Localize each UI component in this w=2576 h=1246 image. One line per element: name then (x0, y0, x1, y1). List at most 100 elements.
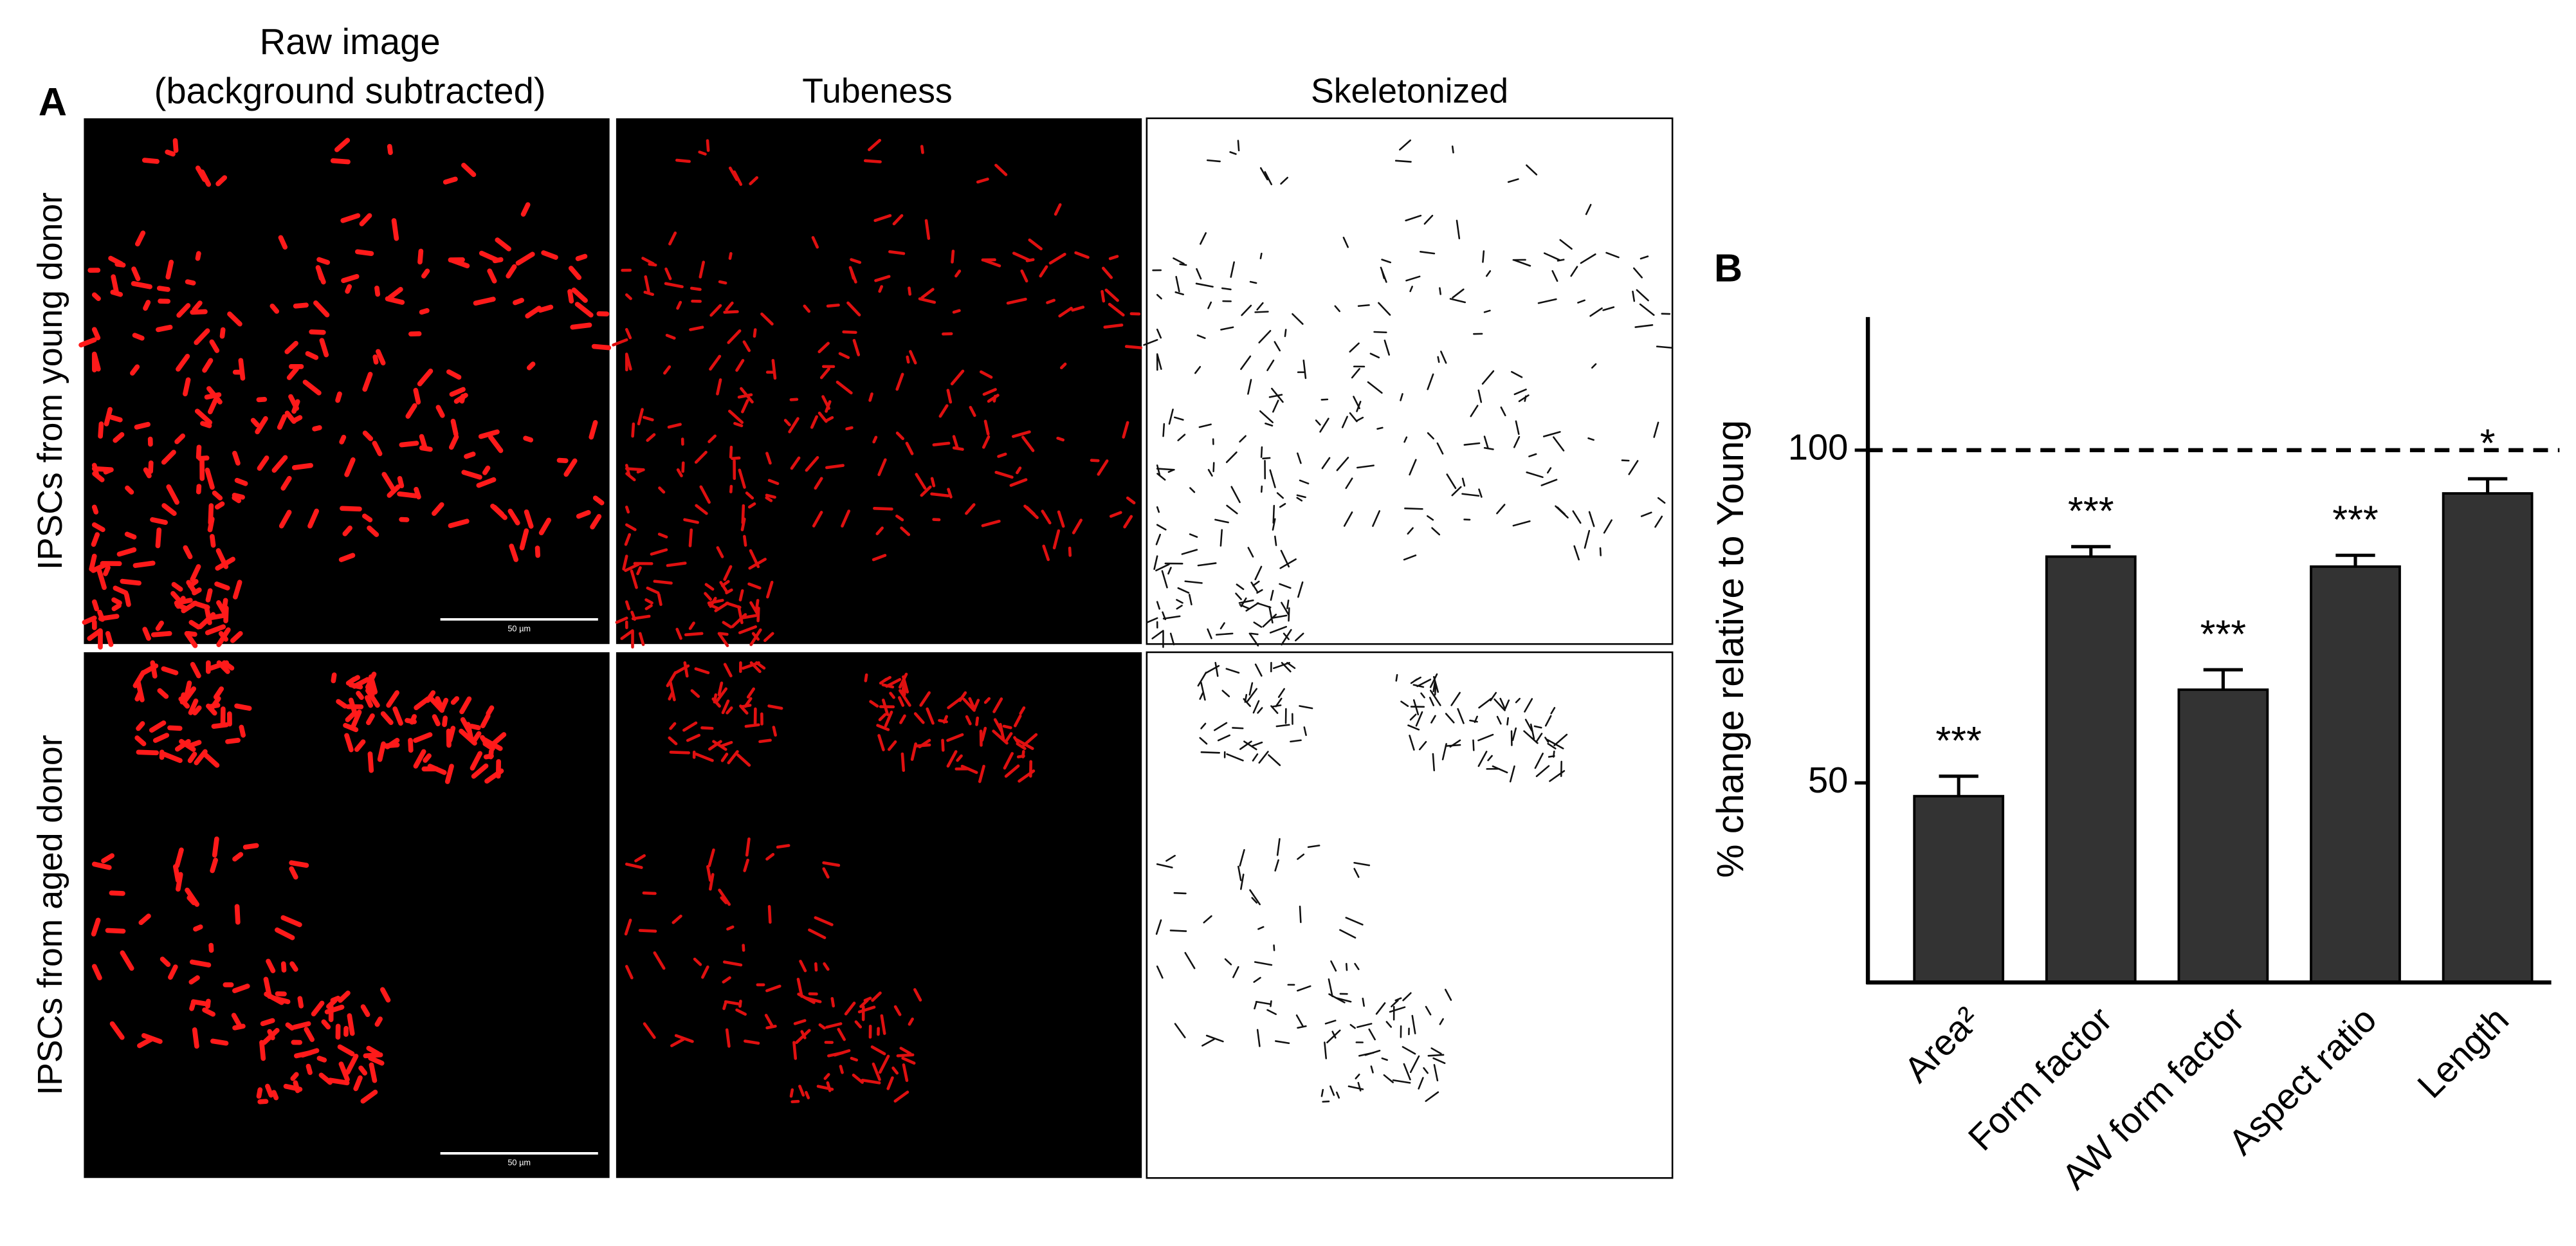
mito-stroke (181, 600, 198, 614)
mito-stroke (368, 1056, 385, 1066)
mito-stroke (91, 917, 101, 937)
mito-stroke (1238, 599, 1254, 604)
mito-stroke (1403, 1063, 1411, 1081)
mito-stroke (1477, 751, 1488, 767)
mito-stroke (362, 371, 373, 392)
mito-stroke (1380, 266, 1387, 283)
mito-stroke (1254, 565, 1263, 581)
mito-stroke (1456, 219, 1461, 239)
mito-stroke (1279, 502, 1286, 508)
mito-stroke (895, 372, 904, 391)
mito-stroke (839, 1065, 844, 1074)
mito-stroke (590, 514, 602, 529)
mito-stroke (1526, 164, 1538, 176)
mito-stroke (266, 958, 276, 973)
mito-stroke (538, 304, 554, 313)
mito-stroke (709, 304, 722, 317)
mito-stroke (643, 290, 655, 297)
mito-stroke (279, 509, 292, 529)
mito-stroke (124, 531, 137, 540)
bar (2442, 492, 2534, 984)
mito-stroke (1156, 601, 1160, 610)
mito-stroke (1389, 1006, 1406, 1013)
mito-stroke (733, 421, 744, 428)
mito-stroke (1403, 436, 1408, 443)
mito-stroke (1449, 298, 1466, 304)
fluorescence-image (84, 118, 610, 645)
mito-stroke (844, 1002, 856, 1016)
mito-stroke (1416, 679, 1432, 688)
mito-stroke (211, 722, 229, 729)
mito-stroke (1420, 692, 1425, 699)
bar (1913, 794, 2005, 984)
mito-stroke (715, 687, 728, 704)
mito-stroke (1235, 592, 1242, 600)
mito-stroke (1381, 259, 1392, 264)
mito-stroke (886, 1076, 894, 1090)
significance-label: *** (2332, 497, 2379, 541)
mito-stroke (630, 569, 638, 589)
mito-stroke (1588, 511, 1595, 527)
mito-stroke (713, 693, 718, 704)
mito-stroke (1199, 737, 1208, 745)
mito-stroke (1355, 1074, 1360, 1079)
mito-stroke (717, 681, 724, 697)
mito-stroke (271, 995, 291, 1005)
mito-stroke (331, 672, 337, 684)
mito-stroke (644, 598, 653, 605)
mito-stroke (1248, 682, 1254, 696)
mito-stroke (1200, 751, 1220, 754)
mito-stroke (1381, 1057, 1388, 1061)
mito-stroke (737, 393, 753, 399)
mito-stroke (132, 333, 145, 341)
mito-stroke (789, 1088, 794, 1098)
mito-stroke (1409, 459, 1417, 476)
mito-stroke (1225, 451, 1238, 463)
mito-stroke (704, 583, 715, 591)
mito-stroke (213, 686, 224, 700)
mito-stroke (1383, 1074, 1394, 1083)
mito-stroke (804, 996, 822, 1003)
mito-stroke (459, 696, 472, 715)
mito-stroke (1240, 355, 1252, 371)
mito-stroke (1269, 469, 1276, 488)
mito-stroke (1124, 345, 1143, 349)
mito-stroke (1349, 342, 1360, 353)
mito-stroke (1207, 469, 1213, 477)
mito-stroke (897, 696, 905, 707)
mito-stroke (360, 1004, 370, 1018)
mito-stroke (740, 614, 758, 620)
mito-stroke (1320, 1088, 1324, 1097)
mito-stroke (1378, 302, 1391, 316)
mito-stroke (1547, 467, 1552, 474)
mito-stroke (214, 501, 225, 510)
mito-stroke (1174, 1023, 1186, 1039)
mito-stroke (362, 513, 373, 522)
mito-stroke (354, 739, 366, 752)
mito-stroke (1254, 961, 1273, 966)
mito-stroke (538, 517, 552, 536)
mito-stroke (345, 677, 357, 686)
mito-stroke (743, 535, 747, 547)
mito-stroke (1173, 257, 1185, 265)
mito-stroke (341, 273, 360, 284)
significance-label: *** (2068, 489, 2114, 533)
mito-stroke (900, 526, 911, 536)
mito-stroke (1019, 706, 1026, 715)
mito-stroke (818, 1023, 826, 1030)
mito-stroke (1395, 673, 1398, 682)
mito-stroke (1023, 504, 1039, 519)
mito-stroke (210, 857, 218, 874)
mito-stroke (256, 397, 268, 403)
mito-stroke (1534, 753, 1544, 769)
mito-stroke (1657, 497, 1666, 504)
mito-stroke (745, 837, 751, 857)
mito-stroke (722, 1000, 727, 1011)
mito-stroke (1431, 527, 1441, 536)
mito-stroke (724, 1000, 742, 1006)
panel-label: A (39, 80, 67, 124)
mito-stroke (142, 627, 151, 641)
mito-stroke (643, 416, 654, 421)
mito-stroke (1632, 290, 1636, 302)
mito-stroke (720, 740, 733, 747)
